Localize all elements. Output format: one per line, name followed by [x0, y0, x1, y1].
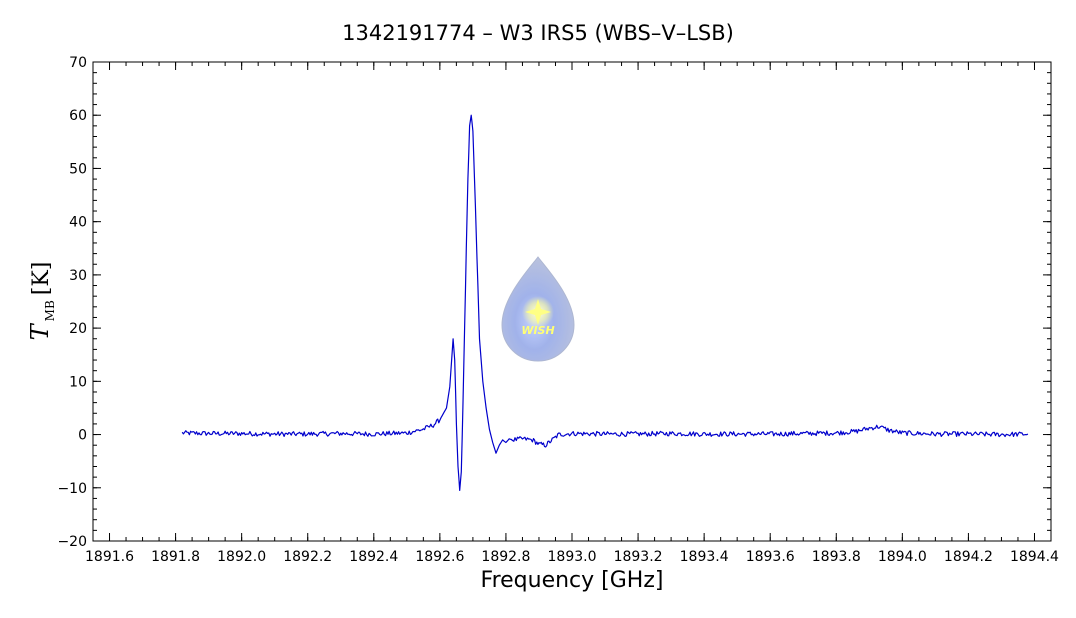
y-tick-label: 70	[69, 55, 87, 71]
x-tick-label: 1892.0	[217, 549, 266, 565]
x-axis-label: Frequency [GHz]	[481, 568, 664, 593]
chart-title: 1342191774 – W3 IRS5 (WBS–V–LSB)	[342, 21, 734, 45]
y-tick-label: 20	[69, 321, 87, 337]
x-tick-label: 1892.2	[283, 549, 332, 565]
wish-logo: WISH	[501, 256, 575, 362]
spectrum-series-line	[181, 114, 1029, 491]
x-tick-label: 1892.6	[415, 549, 464, 565]
x-tick-label: 1891.8	[151, 549, 200, 565]
y-tick-label: 40	[69, 215, 87, 231]
star-icon	[525, 299, 551, 325]
x-tick-label: 1894.2	[944, 549, 993, 565]
y-tick-label: 0	[78, 428, 87, 444]
y-axis-label-subscript: MB	[43, 300, 57, 321]
y-tick-label: 60	[69, 108, 87, 124]
x-tick-label: 1893.0	[548, 549, 597, 565]
x-axis: 1891.6 1891.8 1892.0 1892.2 1892.4 1892.6 1892…	[85, 62, 1059, 565]
y-axis-label: TMB [K]	[26, 262, 57, 341]
x-tick-label: 1893.6	[746, 549, 795, 565]
wish-logo-text: WISH	[521, 324, 554, 337]
y-axis-label-symbol: T	[26, 322, 54, 340]
x-tick-label: 1893.8	[812, 549, 861, 565]
x-tick-label: 1892.4	[349, 549, 398, 565]
y-tick-label: 10	[69, 374, 87, 390]
x-tick-label: 1893.2	[614, 549, 663, 565]
x-tick-label: 1891.6	[85, 549, 134, 565]
y-tick-label: −20	[57, 534, 87, 550]
y-tick-label: 50	[69, 161, 87, 177]
svg-text:TMB[K]: TMB [K]	[26, 262, 57, 341]
x-tick-label: 1892.8	[481, 549, 530, 565]
x-tick-label: 1893.4	[680, 549, 729, 565]
x-tick-label: 1894.0	[878, 549, 927, 565]
plot-frame	[92, 61, 1052, 542]
y-axis: −20 −10 0 10 20 30 40 50 60 70	[57, 55, 1051, 550]
y-tick-label: 30	[69, 268, 87, 284]
x-tick-label: 1894.4	[1010, 549, 1059, 565]
y-axis-label-unit: [K]	[29, 262, 54, 296]
y-tick-label: −10	[57, 481, 87, 497]
